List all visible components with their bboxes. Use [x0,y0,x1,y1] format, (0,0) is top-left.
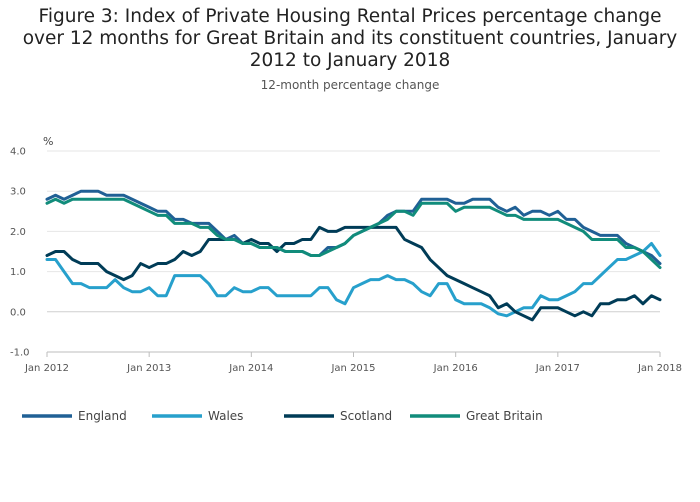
legend-label: England [78,409,127,423]
y-tick-label: 3.0 [10,187,26,198]
grid-lines [47,150,660,353]
x-tick-label: Jan 2017 [535,363,580,374]
legend-item-great-britain[interactable]: Great Britain [410,409,543,423]
y-tick-label: 0.0 [10,307,26,318]
legend-label: Great Britain [466,409,543,423]
series-line-scotland [45,225,662,322]
y-tick-label: 2.0 [10,227,26,238]
legend-label: Wales [208,409,243,423]
chart-subtitle: 12-month percentage change [260,78,440,92]
axes: 4.0 3.0 2.0 1.0 0.0 -1.0% Jan 2012 Jan 2013 Jan … [10,135,682,374]
legend-item-wales[interactable]: Wales [152,409,243,423]
y-tick-label: -1.0 [10,348,30,359]
x-tick-label: Jan 2015 [330,363,375,374]
series-lines [45,189,662,322]
y-axis-label: % [43,135,53,148]
x-tick-label: Jan 2016 [433,363,478,374]
x-tick-label: Jan 2012 [24,363,69,374]
y-tick-label: 1.0 [10,267,26,278]
x-tick-label: Jan 2014 [228,363,273,374]
legend-label: Scotland [340,409,392,423]
legend-item-scotland[interactable]: Scotland [284,409,392,423]
series-line-great-britain [45,197,662,270]
chart-title: Figure 3: Index of Private Housing Renta… [22,6,678,71]
x-tick-label: Jan 2013 [126,363,171,374]
y-tick-label: 4.0 [10,147,26,158]
legend: England Wales Scotland Great Britain [22,409,543,423]
series-line-wales [45,241,662,318]
x-tick-label: Jan 2018 [637,363,682,374]
legend-item-england[interactable]: England [22,409,127,423]
